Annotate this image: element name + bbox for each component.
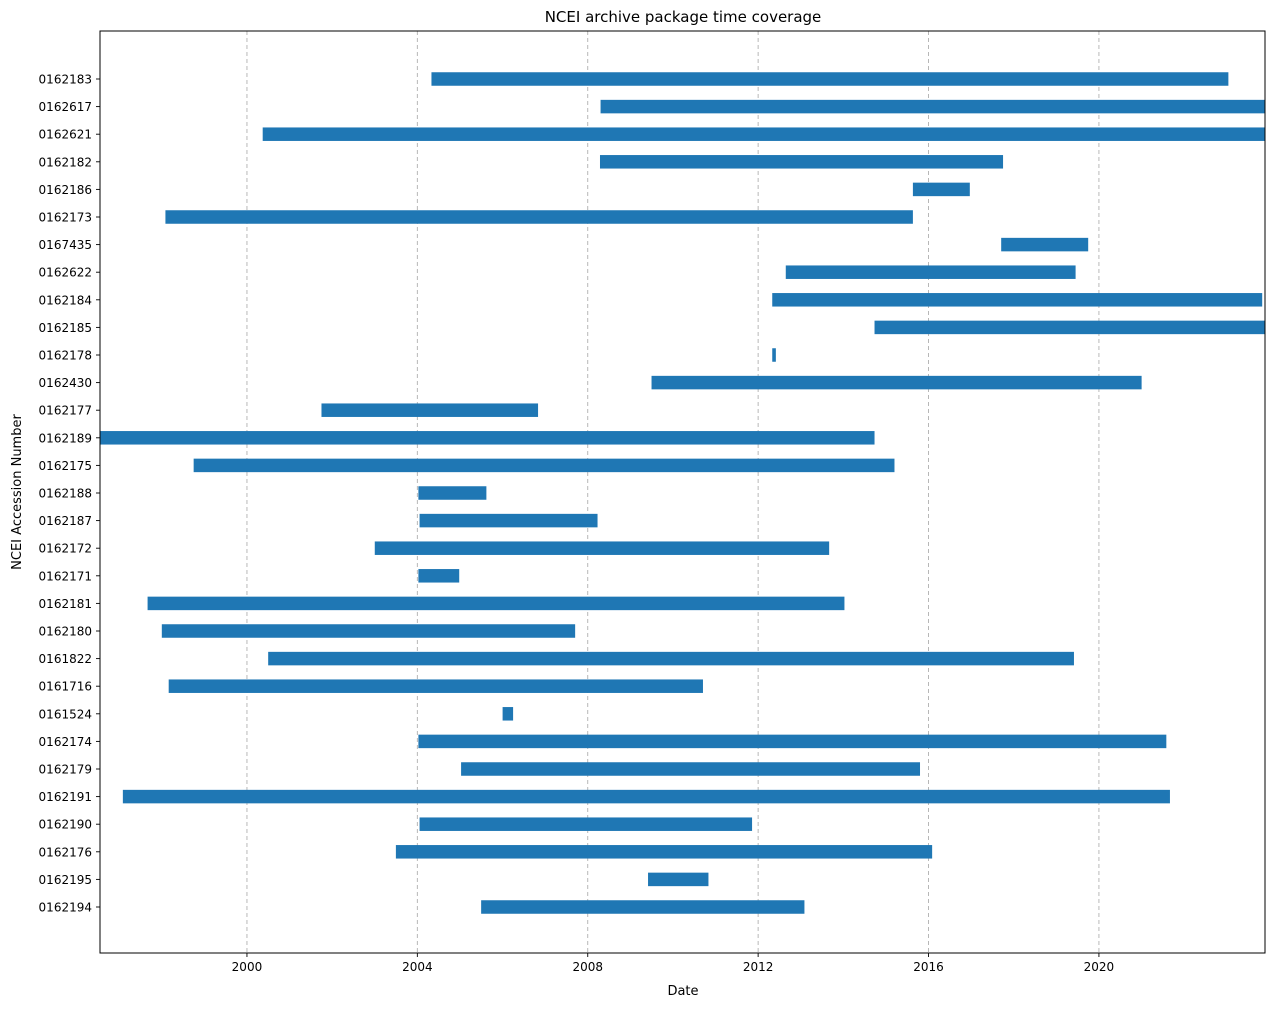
y-tick-label: 0162176 (39, 845, 92, 859)
x-tick-labels: 2000 2004 2008 2012 2016 2020 (232, 953, 1115, 974)
duration-bar-0162187 (419, 513, 598, 528)
x-tick-label: 2000 (232, 960, 263, 974)
duration-bar-0161716 (168, 679, 703, 693)
y-tick-label: 0162187 (39, 514, 92, 528)
duration-bar-0162622 (785, 265, 1076, 279)
y-tick-label: 0161716 (39, 680, 92, 694)
y-tick-label: 0162179 (39, 763, 92, 777)
duration-bar-0162189 (100, 431, 875, 445)
y-tick-label: 0167435 (39, 238, 92, 252)
x-gridlines (246, 31, 1100, 953)
y-tick-label: 0162194 (39, 901, 92, 915)
y-tick-label: 0162171 (39, 569, 92, 583)
y-tick-label: 0162621 (39, 128, 92, 142)
y-tick-label: 0162182 (39, 155, 92, 169)
y-tick-label: 0162430 (39, 376, 92, 390)
y-tick-label: 0162185 (39, 321, 92, 335)
duration-bar-0161822 (268, 651, 1074, 666)
duration-bar-0162182 (599, 155, 1004, 169)
x-tick-label: 2008 (572, 960, 603, 974)
x-tick-label: 2004 (402, 960, 433, 974)
duration-bar-0162186 (912, 182, 970, 197)
duration-bar-0162617 (600, 99, 1265, 114)
plot-area-frame (99, 30, 1266, 954)
x-axis-label: Date (667, 984, 698, 999)
chart-title: NCEI archive package time coverage (545, 8, 822, 26)
duration-bar-0161524 (502, 707, 514, 721)
y-tick-label: 0162183 (39, 73, 92, 87)
duration-bar-0162194 (481, 900, 805, 914)
duration-bar-0162177 (321, 403, 539, 417)
y-tick-labels: 0162183 0162617 0162621 0162182 0162186 01621… (39, 73, 100, 915)
y-tick-label: 0162180 (39, 625, 92, 639)
duration-bar-0162190 (419, 817, 753, 831)
y-tick-label: 0162173 (39, 211, 92, 225)
y-tick-label: 0162190 (39, 818, 92, 832)
y-tick-label: 0162195 (39, 873, 92, 887)
duration-bar-0162179 (461, 762, 921, 776)
duration-bar-0162172 (374, 541, 830, 555)
y-tick-label: 0162184 (39, 293, 92, 307)
duration-bar-0162183 (431, 72, 1229, 86)
x-tick-label: 2020 (1084, 960, 1115, 974)
duration-bar-0162191 (122, 789, 1170, 804)
y-tick-label: 0162175 (39, 459, 92, 473)
y-tick-label: 0162172 (39, 542, 92, 556)
duration-bar-0162184 (772, 293, 1263, 307)
duration-bar-0162171 (418, 569, 460, 583)
y-tick-label: 0162174 (39, 735, 92, 749)
duration-bar-0162175 (193, 458, 895, 473)
y-tick-label: 0162191 (39, 790, 92, 804)
y-tick-label: 0162622 (39, 266, 92, 280)
y-tick-label: 0162188 (39, 487, 92, 501)
duration-bar-0162185 (874, 320, 1265, 335)
y-tick-label: 0162617 (39, 100, 92, 114)
y-axis-label: NCEI Accession Number (10, 414, 25, 570)
duration-bar-0162173 (165, 210, 913, 224)
duration-bar-0162176 (395, 845, 933, 859)
x-tick-label: 2012 (743, 960, 774, 974)
y-tick-label: 0162178 (39, 349, 92, 363)
y-tick-label: 0162189 (39, 431, 92, 445)
y-tick-label: 0162177 (39, 404, 92, 418)
duration-bar-0162430 (651, 375, 1142, 390)
duration-bar-0162174 (418, 734, 1167, 749)
y-tick-label: 0162186 (39, 183, 92, 197)
duration-bars (100, 72, 1265, 914)
duration-bar-0162621 (262, 127, 1265, 141)
duration-bar-0162178 (772, 348, 776, 362)
y-tick-label: 0161524 (39, 707, 92, 721)
duration-bar-0167435 (1001, 237, 1089, 252)
x-tick-label: 2016 (913, 960, 944, 974)
duration-bar-0162181 (147, 596, 845, 611)
duration-bar-0162195 (648, 872, 709, 887)
y-tick-label: 0162181 (39, 597, 92, 611)
duration-bar-0162180 (161, 624, 576, 638)
duration-bar-0162188 (418, 486, 487, 500)
y-tick-label: 0161822 (39, 652, 92, 666)
